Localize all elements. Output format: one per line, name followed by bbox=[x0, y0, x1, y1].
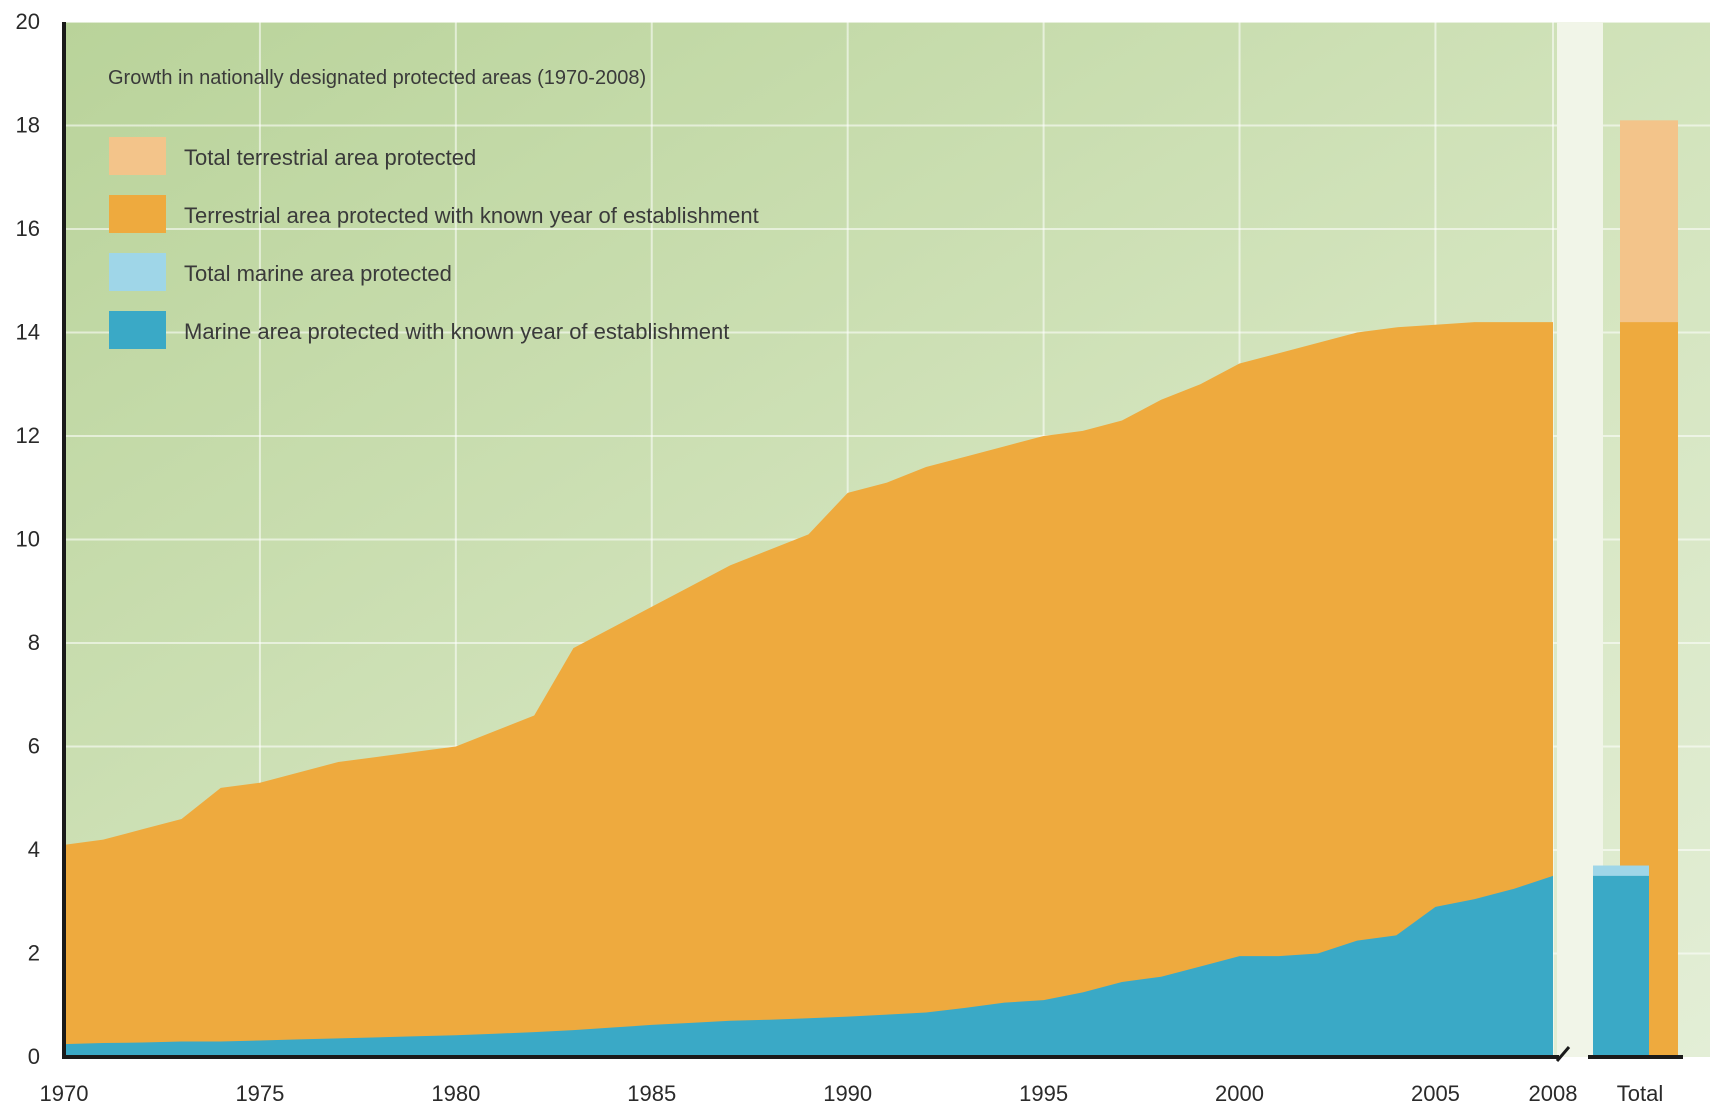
axis-break-mark bbox=[1555, 1046, 1571, 1062]
y-tick-label: 0 bbox=[28, 1044, 40, 1069]
x-tick-label: 1970 bbox=[40, 1081, 89, 1106]
x-tick-label-total: Total bbox=[1617, 1081, 1663, 1106]
legend-label: Total terrestrial area protected bbox=[184, 145, 476, 170]
legend-label: Marine area protected with known year of… bbox=[184, 319, 729, 344]
y-tick-label: 4 bbox=[28, 837, 40, 862]
legend-label: Terrestrial area protected with known ye… bbox=[184, 203, 759, 228]
y-tick-label: 8 bbox=[28, 630, 40, 655]
total-bars bbox=[1593, 120, 1678, 1057]
marine-area bbox=[64, 875, 1553, 1057]
legend-swatch bbox=[109, 195, 166, 233]
y-tick-label: 6 bbox=[28, 734, 40, 759]
x-tick-label: 2000 bbox=[1215, 1081, 1264, 1106]
x-tick-label: 1985 bbox=[627, 1081, 676, 1106]
y-tick-label: 12 bbox=[16, 423, 40, 448]
x-tick-label: 2008 bbox=[1529, 1081, 1578, 1106]
y-tick-label: 20 bbox=[16, 9, 40, 34]
y-tick-labels: 0 2 4 6 8 10 12 14 16 18 20 bbox=[16, 9, 40, 1069]
chart-title: Growth in nationally designated protecte… bbox=[108, 67, 646, 89]
legend: Total terrestrial area protected Terrestr… bbox=[109, 137, 759, 349]
y-tick-label: 10 bbox=[16, 527, 40, 552]
legend-label: Total marine area protected bbox=[184, 261, 452, 286]
x-tick-label: 1980 bbox=[431, 1081, 480, 1106]
known-marine-bar bbox=[1593, 875, 1649, 1057]
x-tick-label: 1975 bbox=[235, 1081, 284, 1106]
y-tick-label: 16 bbox=[16, 216, 40, 241]
x-tick-label: 1990 bbox=[823, 1081, 872, 1106]
y-tick-label: 2 bbox=[28, 941, 40, 966]
area-series bbox=[64, 22, 1603, 1057]
legend-swatch bbox=[109, 137, 166, 175]
x-tick-label: 2005 bbox=[1411, 1081, 1460, 1106]
x-tick-labels: 1970 1975 1980 1985 1990 1995 2000 2005 2008 Tota… bbox=[40, 1081, 1664, 1106]
terrestrial-area bbox=[64, 322, 1553, 1057]
legend-swatch bbox=[109, 253, 166, 291]
x-tick-label: 1995 bbox=[1019, 1081, 1068, 1106]
y-tick-label: 18 bbox=[16, 113, 40, 138]
legend-swatch bbox=[109, 311, 166, 349]
axes bbox=[62, 22, 1683, 1062]
y-tick-label: 14 bbox=[16, 320, 40, 345]
